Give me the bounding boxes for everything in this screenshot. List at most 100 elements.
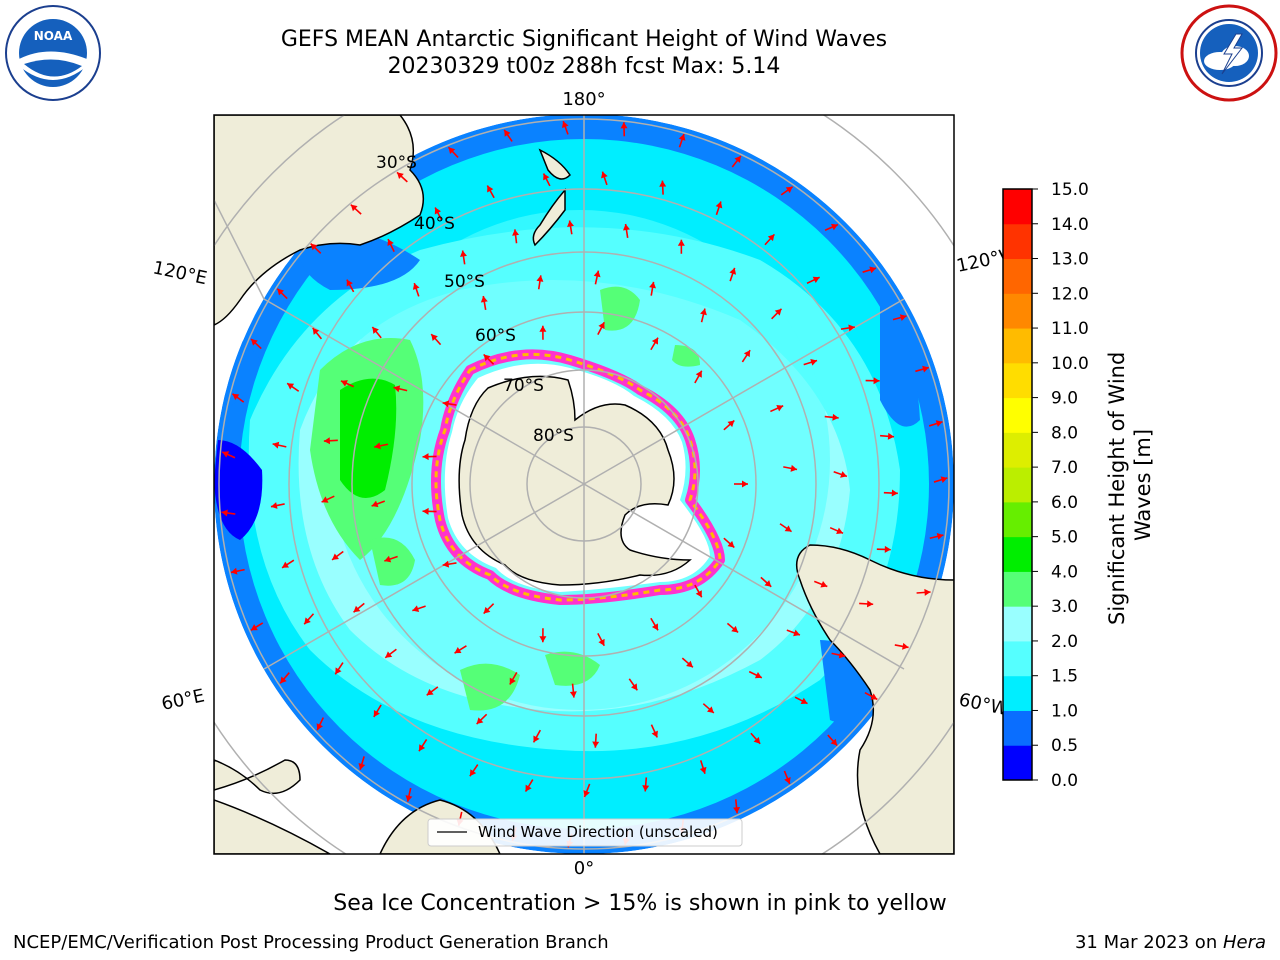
wave-arrow-head [476,717,484,725]
wave-arrow-head [567,220,574,227]
wave-arrow-head [790,464,798,472]
wave-arrow-head [434,207,442,215]
lat-label-40s: 40°S [414,214,455,234]
wave-arrow-head [869,266,877,274]
date-text: 31 Mar 2023 on Hera [1075,932,1266,953]
wave-arrow-head [810,358,818,366]
wave-arrow-head [418,744,426,752]
south-america [795,544,954,854]
wave-arrow-head [733,807,741,814]
wave-arrow-head [431,334,438,341]
wave-arrow-head [321,496,329,503]
wave-arrow-head [371,500,379,508]
wave-arrow-head [393,385,401,393]
wave-arrow-head [280,676,287,684]
wave-arrow-head [715,201,723,209]
wave-arrow-head [820,581,828,588]
wave-arrow-head [848,324,855,332]
wave-arrow-head [422,507,429,515]
credit-text: NCEP/EMC/Verification Post Processing Pr… [13,932,609,953]
colorbar-tick-label: 5.0 [1051,528,1078,548]
wave-direction-arrows [221,120,948,848]
lat-label-70s: 70°S [503,376,544,396]
wave-arrow-head [525,784,532,792]
wave-arrow-head [642,785,650,792]
wave-arrow-head [727,420,735,428]
wave-arrow-head [358,762,366,770]
colorbar-tick-label: 0.5 [1051,736,1078,756]
wave-arrow-head [784,525,792,532]
wave-arrow-head [651,730,658,738]
wave-arrow-head [840,471,847,478]
wave-arrow-head [250,624,258,631]
wave-arrow-head [536,275,544,282]
wave-arrow-head [764,580,772,587]
lon-label-120e: 120°E [151,257,209,289]
wave-arrow-head [426,688,434,696]
wave-arrow-head [442,560,450,568]
wave-arrow-head [561,121,569,129]
date-value: 31 Mar 2023 on [1074,932,1223,953]
legend-label: Wind Wave Direction (unscaled) [478,823,718,841]
wave-arrow-head [543,173,550,181]
wave-arrow-head [312,327,320,335]
colorbar-segment [1003,536,1032,572]
wave-arrow-head [483,606,491,614]
wave-arrow-head [623,224,630,231]
colorbar-tick-label: 11.0 [1051,319,1089,339]
colorbar-tick-label: 4.0 [1051,562,1078,582]
wave-arrow-head [620,122,628,129]
colorbar-label: Significant Height of Wind Waves [m] [1105,345,1155,625]
colorbar-tick-label: 13.0 [1051,250,1089,270]
colorbar-segment [1003,293,1032,329]
wave-arrow-head [332,553,339,560]
wave-arrow-head [873,377,880,385]
wave-arrow-head [776,405,784,412]
wave-arrow-head [659,180,667,187]
wave-arrow-head [316,723,323,731]
colorbar-segment [1003,675,1032,711]
colorbar-segment [1003,362,1032,399]
wave-arrow-head [509,677,516,685]
wave-arrow-head [891,489,898,497]
lat-label-50s: 50°S [444,272,485,292]
wave-arrow-head [727,540,735,548]
colorbar-segment [1003,640,1032,677]
wave-arrow-head [304,617,311,625]
wave-arrow-head [592,741,600,748]
wave-arrow-head [832,413,839,421]
colorbar: 0.0 0.5 1.0 1.5 2.0 3.0 4.0 5.0 6.0 7.0 8.0 9.0 10.0… [1002,180,1089,791]
colorbar-segment [1003,328,1032,364]
wave-arrow-head [372,326,379,334]
australia [214,115,425,326]
lon-label-60e: 60°E [160,685,207,715]
wave-arrow-head [272,441,280,449]
machine-name: Hera [1222,932,1266,953]
wave-arrow-head [830,223,838,231]
wave-arrow-head [460,250,467,257]
wave-arrow-head [754,671,762,679]
wave-arrow-head [232,393,240,401]
wave-arrow-head [924,588,931,596]
wave-arrow-head [836,527,844,535]
lon-label-60w: 60°W [957,689,1010,720]
wave-arrow-head [887,432,895,440]
wave-arrow-head [533,735,540,743]
wave-arrow-head [405,795,413,802]
chart-title: GEFS MEAN Antarctic Significant Height o… [280,27,888,52]
wave-arrow-head [335,667,342,675]
chart-subtitle: 20230329 t00z 288h fcst Max: 5.14 [387,54,781,79]
colorbar-tick-label: 10.0 [1051,354,1089,374]
lat-label-60s: 60°S [475,326,516,346]
colorbar-tick-label: 6.0 [1051,493,1078,513]
noaa-logo-text: NOAA [34,29,73,43]
colorbar-tick-label: 12.0 [1051,284,1089,304]
colorbar-segment [1003,571,1032,607]
wave-arrow-head [866,600,874,608]
wave-arrow-head [922,365,929,373]
wave-arrow-head [884,545,891,553]
wave-arrow-head [734,155,741,163]
wave-arrow-head [649,281,656,289]
wave-arrow-head [448,147,456,155]
